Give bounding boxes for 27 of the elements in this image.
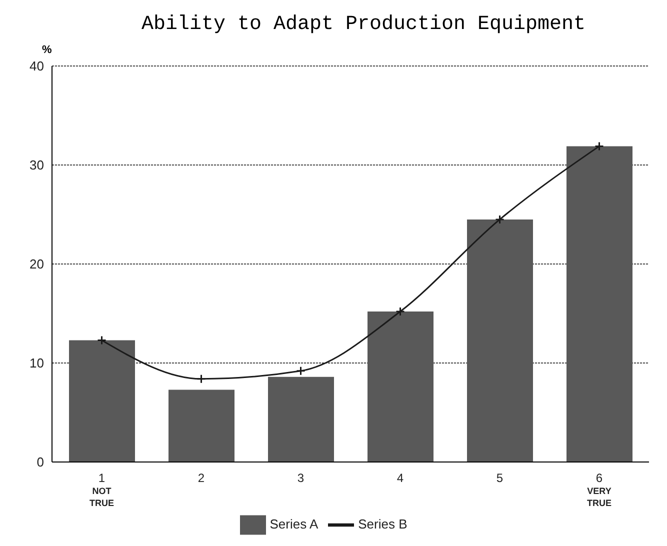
y-tick-label: 40 <box>30 58 44 74</box>
bar <box>467 219 533 462</box>
x-tick-label: 2 <box>198 471 205 485</box>
y-tick-label: 0 <box>36 454 44 470</box>
point <box>495 214 504 224</box>
y-axis-title: % <box>42 44 52 56</box>
point <box>296 366 306 376</box>
legend-label: Series B <box>358 516 408 532</box>
y-tick-label: 10 <box>30 356 44 371</box>
x-tick-label: 6 VERY TRUE <box>587 471 612 508</box>
point <box>196 374 206 384</box>
x-tick-label: 4 <box>396 471 404 485</box>
chart-title: Ability to Adapt Production Equipment <box>140 12 587 38</box>
bar <box>368 312 434 462</box>
y-tick-label: 20 <box>30 256 44 272</box>
x-tick-label: 5 <box>496 471 504 485</box>
x-tick-label: 1 NOT TRUE <box>90 471 114 508</box>
bar <box>168 390 234 462</box>
point <box>396 306 405 316</box>
bar <box>69 340 135 462</box>
legend-label: Series A <box>270 516 318 532</box>
bar <box>566 146 632 462</box>
x-tick-label: 3 <box>297 471 304 485</box>
point <box>594 141 604 151</box>
point <box>97 335 106 345</box>
y-tick-label: 30 <box>30 158 44 173</box>
bar <box>268 376 334 462</box>
